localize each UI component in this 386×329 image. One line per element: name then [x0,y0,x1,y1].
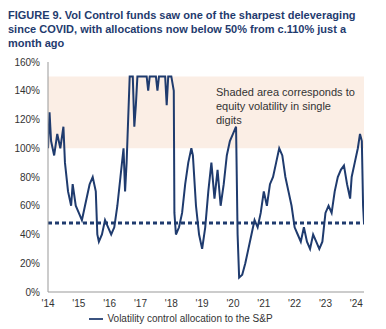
svg-text:160%: 160% [14,57,40,68]
svg-text:'18: '18 [165,298,178,309]
svg-text:'15: '15 [72,298,85,309]
svg-text:'23: '23 [319,298,332,309]
svg-text:80%: 80% [20,172,40,183]
svg-text:40%: 40% [20,229,40,240]
html-text:Volatility control allocation: Volatility control allocation to the S&P [107,312,273,324]
svg-text:140%: 140% [14,85,40,96]
svg-text:'22: '22 [288,298,301,309]
svg-text:100%: 100% [14,143,40,154]
svg-text:'14: '14 [41,298,54,309]
html-text:Shaded area corresponds to equ: Shaded area corresponds to equity volati… [216,86,355,126]
svg-text:'21: '21 [257,298,270,309]
svg-text:60%: 60% [20,200,40,211]
svg-text:20%: 20% [20,258,40,269]
svg-text:'19: '19 [196,298,209,309]
html-text:FIGURE 9. Vol Control funds sa: FIGURE 9. Vol Control funds saw one of t… [8,9,356,49]
svg-text:'16: '16 [103,298,116,309]
svg-text:'24: '24 [350,298,363,309]
svg-text:'20: '20 [226,298,239,309]
svg-text:'17: '17 [134,298,147,309]
svg-text:0%: 0% [26,287,41,298]
svg-text:120%: 120% [14,114,40,125]
